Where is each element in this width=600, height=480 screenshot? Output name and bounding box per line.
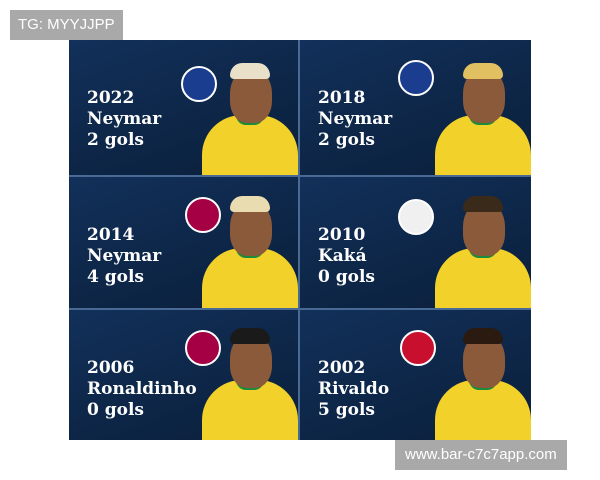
card-player: Ronaldinho — [87, 379, 197, 399]
poster-grid: 2022 Neymar 2 gols 2018 Neymar 2 gols 20… — [69, 40, 531, 440]
player-card: 2014 Neymar 4 gols — [69, 177, 300, 310]
card-text: 2010 Kaká 0 gols — [318, 225, 375, 288]
player-card: 2010 Kaká 0 gols — [300, 177, 531, 310]
real-madrid-crest-icon — [398, 199, 434, 235]
player-hair — [230, 196, 270, 212]
card-year: 2014 — [87, 225, 135, 245]
card-text: 2006 Ronaldinho 0 gols — [87, 358, 197, 421]
player-card: 2002 Rivaldo 5 gols — [300, 310, 531, 440]
jersey — [435, 115, 531, 175]
watermark-bottom: www.bar-c7c7app.com — [395, 440, 567, 470]
card-goals: 2 gols — [87, 130, 145, 150]
card-text: 2002 Rivaldo 5 gols — [318, 358, 389, 421]
card-goals: 5 gols — [318, 400, 376, 420]
player-hair — [230, 63, 270, 79]
card-player: Rivaldo — [318, 379, 390, 399]
psg-crest-icon — [181, 66, 217, 102]
player-card: 2022 Neymar 2 gols — [69, 40, 300, 177]
player-card: 2006 Ronaldinho 0 gols — [69, 310, 300, 440]
watermark-top: TG: MYYJJPP — [10, 10, 123, 40]
barcelona-crest-icon — [185, 197, 221, 233]
card-goals: 0 gols — [318, 267, 376, 287]
card-text: 2018 Neymar 2 gols — [318, 88, 392, 151]
card-year: 2002 — [318, 358, 366, 378]
player-hair — [463, 63, 503, 79]
barcelona-crest-icon — [185, 330, 221, 366]
card-year: 2018 — [318, 88, 366, 108]
ac-milan-crest-icon — [400, 330, 436, 366]
player-hair — [463, 196, 503, 212]
jersey — [202, 115, 298, 175]
jersey — [202, 380, 298, 440]
player-hair — [463, 328, 503, 344]
jersey — [202, 248, 298, 308]
card-player: Kaká — [318, 246, 367, 266]
card-year: 2022 — [87, 88, 135, 108]
card-text: 2014 Neymar 4 gols — [87, 225, 161, 288]
card-goals: 2 gols — [318, 130, 376, 150]
card-goals: 0 gols — [87, 400, 145, 420]
player-hair — [230, 328, 270, 344]
card-player: Neymar — [87, 246, 162, 266]
psg-crest-icon — [398, 60, 434, 96]
card-goals: 4 gols — [87, 267, 145, 287]
card-player: Neymar — [318, 109, 393, 129]
jersey — [435, 380, 531, 440]
jersey — [435, 248, 531, 308]
card-player: Neymar — [87, 109, 162, 129]
player-card: 2018 Neymar 2 gols — [300, 40, 531, 177]
card-year: 2006 — [87, 358, 135, 378]
card-year: 2010 — [318, 225, 366, 245]
card-text: 2022 Neymar 2 gols — [87, 88, 161, 151]
